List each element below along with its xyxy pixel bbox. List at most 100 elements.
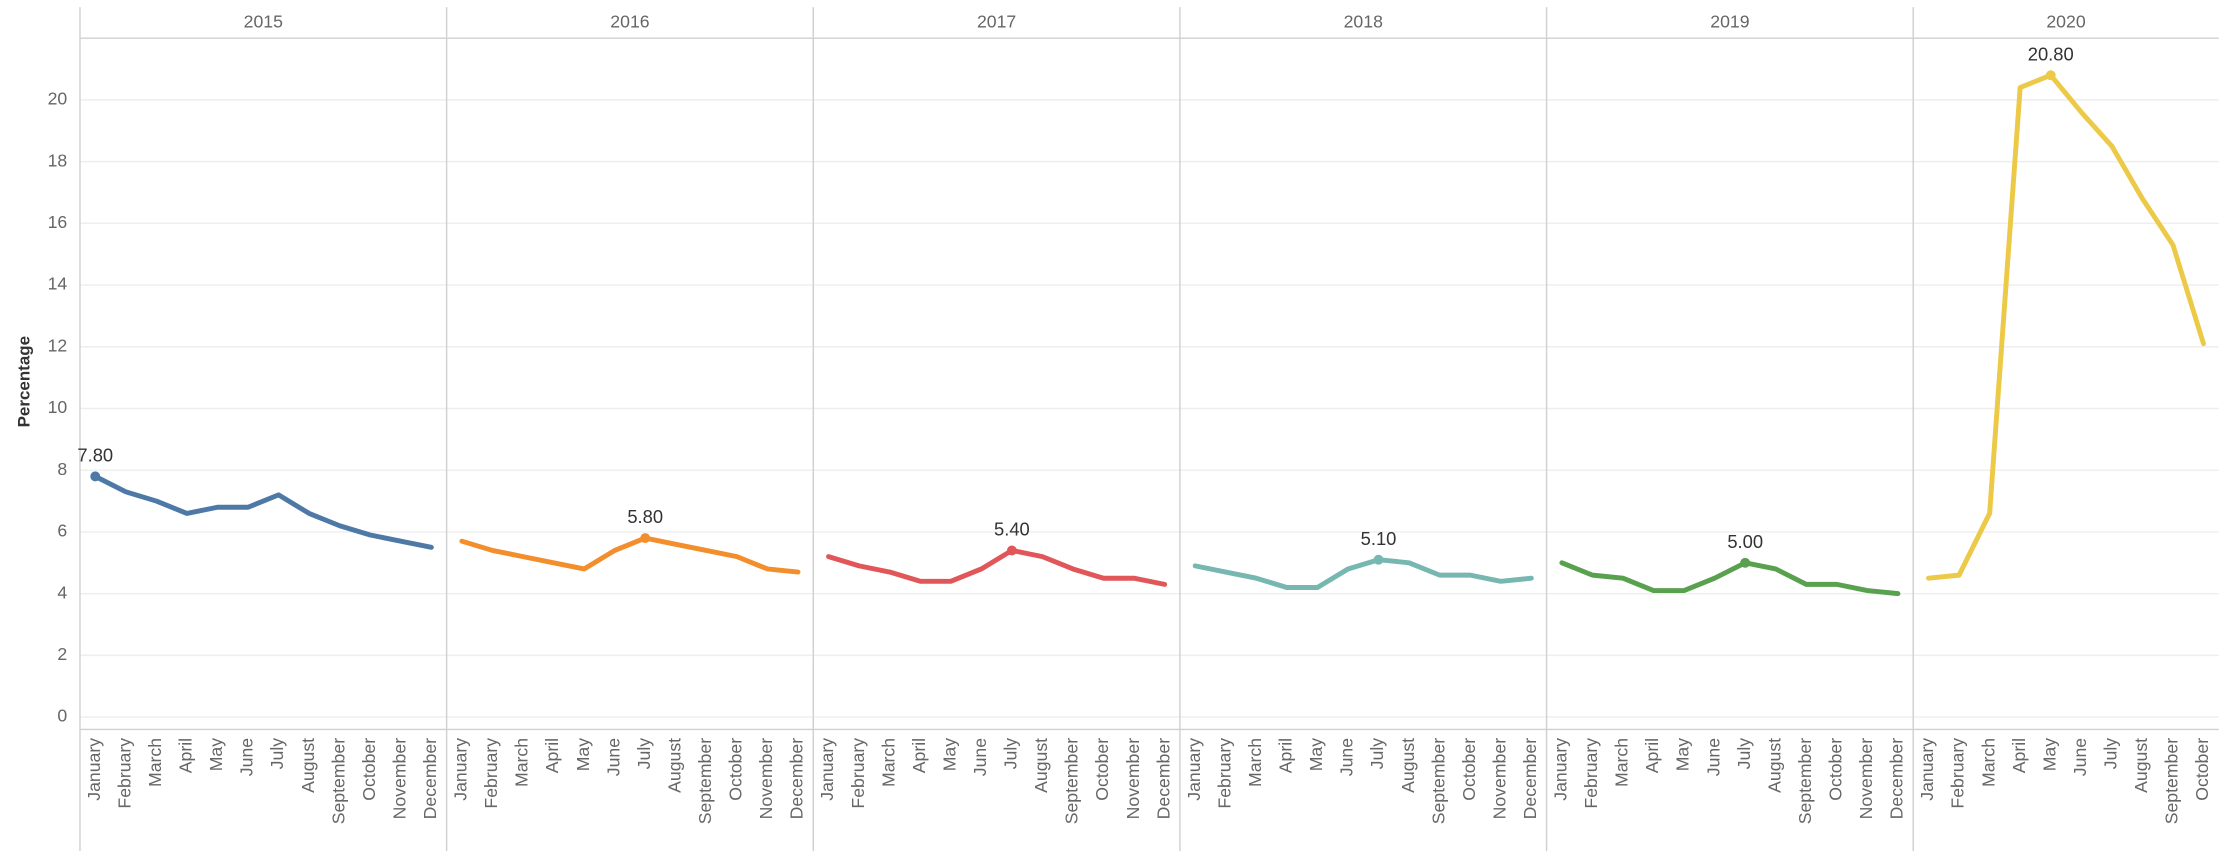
x-tick-label: June: [1703, 738, 1723, 776]
x-tick-label: July: [1734, 738, 1754, 770]
y-tick-label: 6: [57, 521, 67, 541]
x-tick-label: January: [1917, 738, 1937, 801]
panel-header: 2020: [2046, 11, 2085, 31]
x-tick-label: February: [114, 738, 134, 809]
x-tick-label: May: [1306, 738, 1326, 772]
x-tick-label: January: [451, 738, 471, 801]
x-tick-label: February: [1948, 738, 1968, 809]
x-tick-label: July: [1001, 738, 1021, 770]
value-label: 20.80: [2028, 43, 2074, 64]
y-tick-label: 14: [48, 274, 68, 294]
x-tick-label: October: [726, 738, 746, 801]
x-tick-label: January: [817, 738, 837, 801]
x-tick-label: August: [2131, 738, 2151, 793]
panel-header: 2015: [244, 11, 283, 31]
line: [92, 473, 434, 550]
x-tick-label: November: [1123, 738, 1143, 820]
x-tick-label: April: [542, 738, 562, 773]
x-tick-label: October: [359, 738, 379, 801]
x-tick-label: June: [970, 738, 990, 776]
x-tick-label: December: [1153, 738, 1173, 820]
x-tick-label: June: [2070, 738, 2090, 776]
point-marker: [90, 471, 101, 482]
line: [1192, 557, 1534, 590]
x-tick-label: September: [1795, 738, 1815, 824]
value-label: 5.80: [627, 506, 663, 527]
x-tick-label: April: [1276, 738, 1296, 773]
x-tick-label: September: [1428, 738, 1448, 824]
x-tick-label: January: [1184, 738, 1204, 801]
x-tick-label: August: [1398, 738, 1418, 793]
point-marker: [1373, 554, 1384, 565]
value-label: 5.10: [1361, 528, 1397, 549]
x-tick-label: November: [1856, 738, 1876, 820]
x-tick-label: April: [176, 738, 196, 773]
x-tick-label: December: [1520, 738, 1540, 820]
x-tick-label: August: [664, 738, 684, 793]
panel-header: 2019: [1710, 11, 1749, 31]
x-tick-label: December: [420, 738, 440, 820]
y-tick-label: 12: [48, 335, 68, 355]
panel-header: 2016: [610, 11, 649, 31]
x-tick-label: February: [848, 738, 868, 809]
x-tick-label: September: [1062, 738, 1082, 824]
x-tick-label: May: [939, 738, 959, 772]
x-tick-label: February: [481, 738, 501, 809]
x-tick-label: April: [1642, 738, 1662, 773]
x-tick-label: November: [756, 738, 776, 820]
line: [826, 547, 1168, 587]
point-marker: [1006, 545, 1017, 556]
x-tick-label: March: [878, 738, 898, 787]
x-tick-label: August: [1764, 738, 1784, 793]
point-marker: [640, 533, 651, 544]
x-tick-label: October: [1092, 738, 1112, 801]
y-tick-label: 8: [57, 459, 67, 479]
x-tick-label: November: [1489, 738, 1509, 820]
x-tick-label: February: [1581, 738, 1601, 809]
x-tick-label: October: [1826, 738, 1846, 801]
value-label: 5.40: [994, 519, 1030, 540]
x-tick-label: December: [1887, 738, 1907, 820]
x-tick-label: August: [1031, 738, 1051, 793]
x-tick-label: June: [603, 738, 623, 776]
x-tick-label: March: [512, 738, 532, 787]
value-label: 7.80: [77, 444, 113, 465]
x-tick-label: January: [84, 738, 104, 801]
point-marker: [2045, 70, 2056, 81]
x-tick-label: February: [1214, 738, 1234, 809]
x-tick-label: June: [1337, 738, 1357, 776]
line: [459, 535, 801, 575]
y-tick-label: 0: [57, 706, 67, 726]
x-tick-label: June: [237, 738, 257, 776]
y-tick-label: 4: [57, 582, 67, 602]
panel-header: 2018: [1344, 11, 1383, 31]
x-tick-label: January: [1551, 738, 1571, 801]
y-axis-title: Percentage: [14, 336, 33, 427]
y-tick-label: 2: [57, 644, 67, 664]
line: [1559, 560, 1901, 597]
x-tick-label: July: [634, 738, 654, 770]
x-tick-label: August: [298, 738, 318, 793]
x-tick-label: October: [2192, 738, 2212, 801]
x-tick-label: September: [2162, 738, 2182, 824]
point-marker: [1740, 557, 1751, 568]
x-tick-label: March: [1612, 738, 1632, 787]
x-tick-label: May: [206, 738, 226, 772]
value-label: 5.00: [1727, 531, 1763, 552]
panel-header: 2017: [977, 11, 1016, 31]
x-tick-label: November: [389, 738, 409, 820]
x-tick-label: March: [1245, 738, 1265, 787]
x-tick-label: October: [1459, 738, 1479, 801]
x-tick-label: May: [573, 738, 593, 772]
y-tick-label: 18: [48, 150, 68, 170]
line: [1926, 72, 2206, 581]
x-tick-label: May: [2039, 738, 2059, 772]
x-tick-label: September: [328, 738, 348, 824]
y-tick-label: 20: [48, 89, 68, 109]
x-tick-label: December: [787, 738, 807, 820]
x-tick-label: March: [1978, 738, 1998, 787]
x-tick-label: April: [909, 738, 929, 773]
x-tick-label: May: [1673, 738, 1693, 772]
y-tick-label: 10: [48, 397, 68, 417]
